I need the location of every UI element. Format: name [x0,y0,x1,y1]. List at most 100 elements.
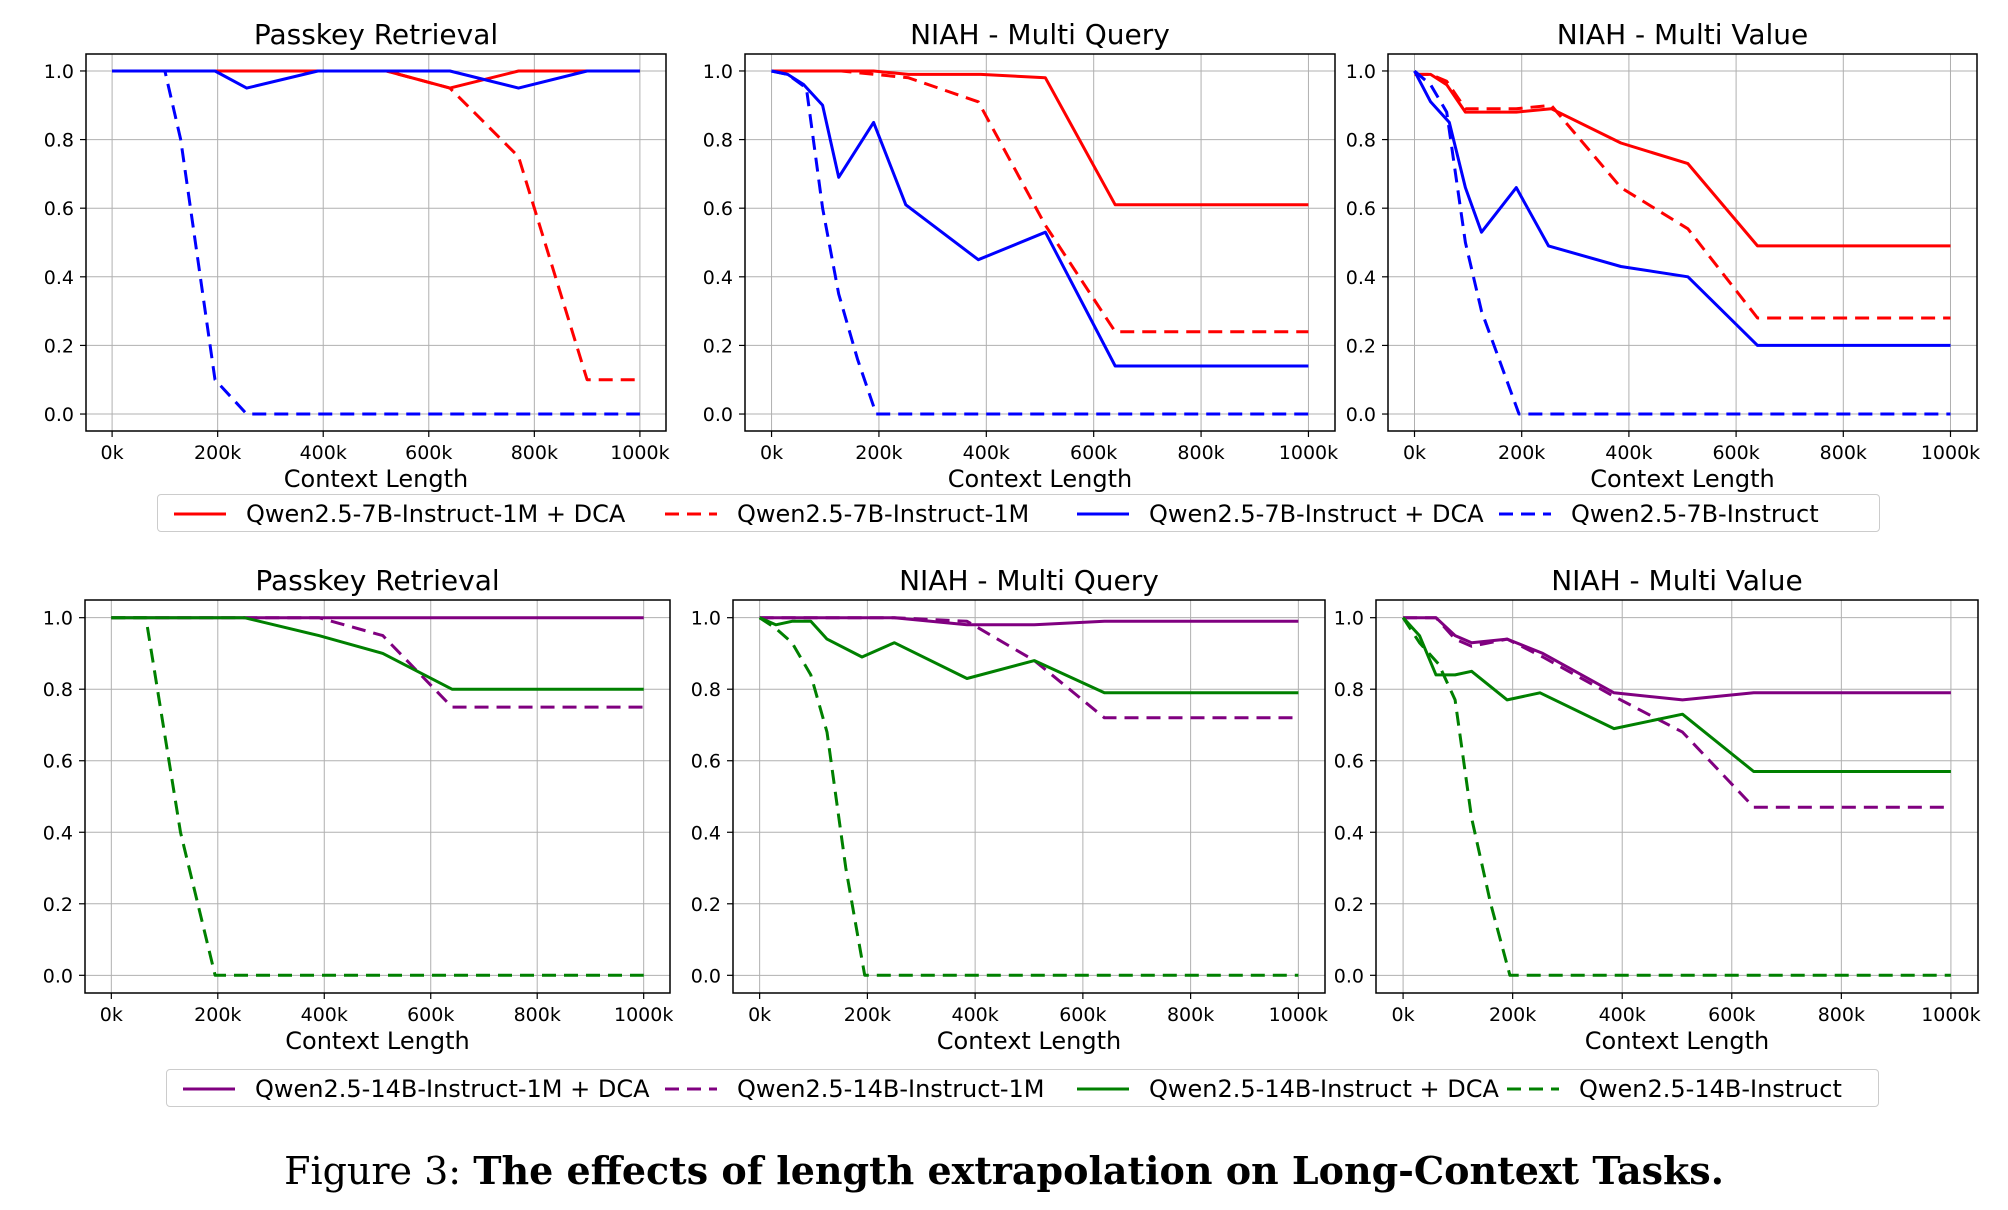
legend-swatch [174,512,226,516]
plot-frame [744,53,1336,432]
legend-swatch [665,512,717,516]
y-tick-label: 0.4 [43,822,73,844]
series-line-3 [1413,70,1951,347]
x-tick-label: 800k [514,1004,561,1026]
x-tick-label: 800k [1820,442,1867,464]
series-line-2 [759,616,1299,720]
x-tick-label: 200k [194,442,241,464]
legend-label: Qwen2.5-14B-Instruct [1579,1075,1842,1103]
series-line-3 [1401,616,1951,773]
series-line-1 [759,616,1299,627]
series-line-3 [758,616,1299,695]
y-tick-label: 0.8 [43,679,73,701]
x-tick-label: 0k [1392,1004,1415,1026]
legend-label: Qwen2.5-14B-Instruct-1M + DCA [255,1075,650,1103]
series-line-1 [1403,616,1951,702]
y-tick-label: 1.0 [1334,608,1364,630]
chart-panel-1: 0k 200k 400k 600k 800k 1000k 0.0 0.2 0.4 0.6 0.8 1.… [44,18,670,493]
y-tick-label: 0.4 [703,267,733,289]
x-tick-label: 0k [760,442,783,464]
legend-item: Qwen2.5-7B-Instruct [1497,495,1819,533]
chart-title: Passkey Retrieval [254,18,498,51]
legend-swatch [1077,1087,1129,1091]
plot-frame [1375,599,1979,994]
legend-item: Qwen2.5-14B-Instruct-1M + DCA [181,1070,650,1108]
series-line-4 [758,616,1299,977]
x-tick-label: 200k [1489,1004,1536,1026]
chart-panel-6: 0k 200k 400k 600k 800k 1000k 0.0 0.2 0.4 0.6 0.8 1.… [1334,564,1981,1055]
legend-label: Qwen2.5-14B-Instruct-1M [737,1075,1045,1103]
series-line-4 [1401,616,1951,977]
legend-bottom: Qwen2.5-14B-Instruct-1M + DCA Qwen2.5-14B… [166,1069,1879,1107]
series-line-2 [111,616,644,709]
y-tick-label: 0.2 [691,894,721,916]
x-tick-label: 800k [1167,1004,1214,1026]
legend-swatch [183,1087,235,1091]
y-tick-label: 0.4 [1346,267,1376,289]
y-tick-label: 0.4 [691,822,721,844]
y-tick-label: 0.2 [44,335,74,357]
chart-panel-2: 0k 200k 400k 600k 800k 1000k 0.0 0.2 0.4 0.6 0.8 1.… [703,18,1338,493]
y-tick-label: 1.0 [691,608,721,630]
series-line-4 [771,69,1309,416]
y-tick-label: 0.8 [44,130,74,152]
x-tick-label: 400k [951,1004,998,1026]
legend-swatch [1077,512,1129,516]
chart-title: NIAH - Multi Value [1551,564,1803,597]
x-axis-label: Context Length [285,1027,469,1055]
x-tick-label: 1000k [610,442,669,464]
x-tick-label: 0k [100,1004,123,1026]
y-tick-label: 0.0 [44,404,74,426]
figure-caption: Figure 3: The effects of length extrapol… [0,1148,2008,1193]
series-line-4 [1413,69,1951,416]
legend-swatch [1507,1087,1559,1091]
x-tick-label: 600k [1070,442,1117,464]
series-line-1 [771,69,1309,207]
x-tick-label: 1000k [1269,1004,1328,1026]
legend-label: Qwen2.5-14B-Instruct + DCA [1149,1075,1499,1103]
plot-frame [1387,53,1978,432]
series-line-3 [111,616,644,691]
y-tick-label: 0.0 [43,965,73,987]
x-tick-label: 200k [194,1004,241,1026]
y-tick-label: 0.2 [1334,894,1364,916]
series-line-4 [111,616,644,977]
chart-title: NIAH - Multi Query [899,564,1159,597]
series-line-3 [112,69,640,90]
x-tick-label: 1000k [1279,442,1338,464]
x-axis-label: Context Length [948,465,1132,493]
x-tick-label: 1000k [1921,442,1980,464]
legend-item: Qwen2.5-7B-Instruct + DCA [1075,495,1484,533]
y-tick-label: 0.0 [1334,965,1364,987]
legend-item: Qwen2.5-14B-Instruct [1505,1070,1842,1108]
x-axis-label: Context Length [1590,465,1774,493]
series-line-2 [771,69,1309,334]
x-tick-label: 200k [855,442,902,464]
y-tick-label: 0.4 [44,267,74,289]
series-line-1 [1414,72,1951,248]
y-tick-label: 1.0 [1346,61,1376,83]
series-line-2 [112,69,640,382]
y-tick-label: 0.2 [43,894,73,916]
chart-panel-5: 0k 200k 400k 600k 800k 1000k 0.0 0.2 0.4 0.6 0.8 1.… [691,564,1328,1055]
legend-top: Qwen2.5-7B-Instruct-1M + DCA Qwen2.5-7B-I… [157,494,1880,532]
y-tick-label: 0.6 [1346,198,1376,220]
chart-panel-4: 0k 200k 400k 600k 800k 1000k 0.0 0.2 0.4 0.6 0.8 1.… [43,564,674,1055]
x-tick-label: 0k [101,442,124,464]
y-tick-label: 0.6 [44,198,74,220]
y-tick-label: 0.2 [703,335,733,357]
plot-frame [84,599,671,994]
y-tick-label: 0.0 [691,965,721,987]
y-tick-label: 0.0 [1346,404,1376,426]
series-line-4 [112,69,640,416]
x-tick-label: 800k [1818,1004,1865,1026]
y-tick-label: 0.6 [691,751,721,773]
series-line-2 [1403,616,1951,809]
y-tick-label: 0.2 [1346,335,1376,357]
x-tick-label: 600k [1712,442,1759,464]
legend-swatch [665,1087,717,1091]
legend-label: Qwen2.5-7B-Instruct-1M + DCA [246,500,626,528]
series-line-1 [112,69,640,90]
x-tick-label: 400k [1599,1004,1646,1026]
caption-prefix: Figure 3: [284,1149,474,1193]
